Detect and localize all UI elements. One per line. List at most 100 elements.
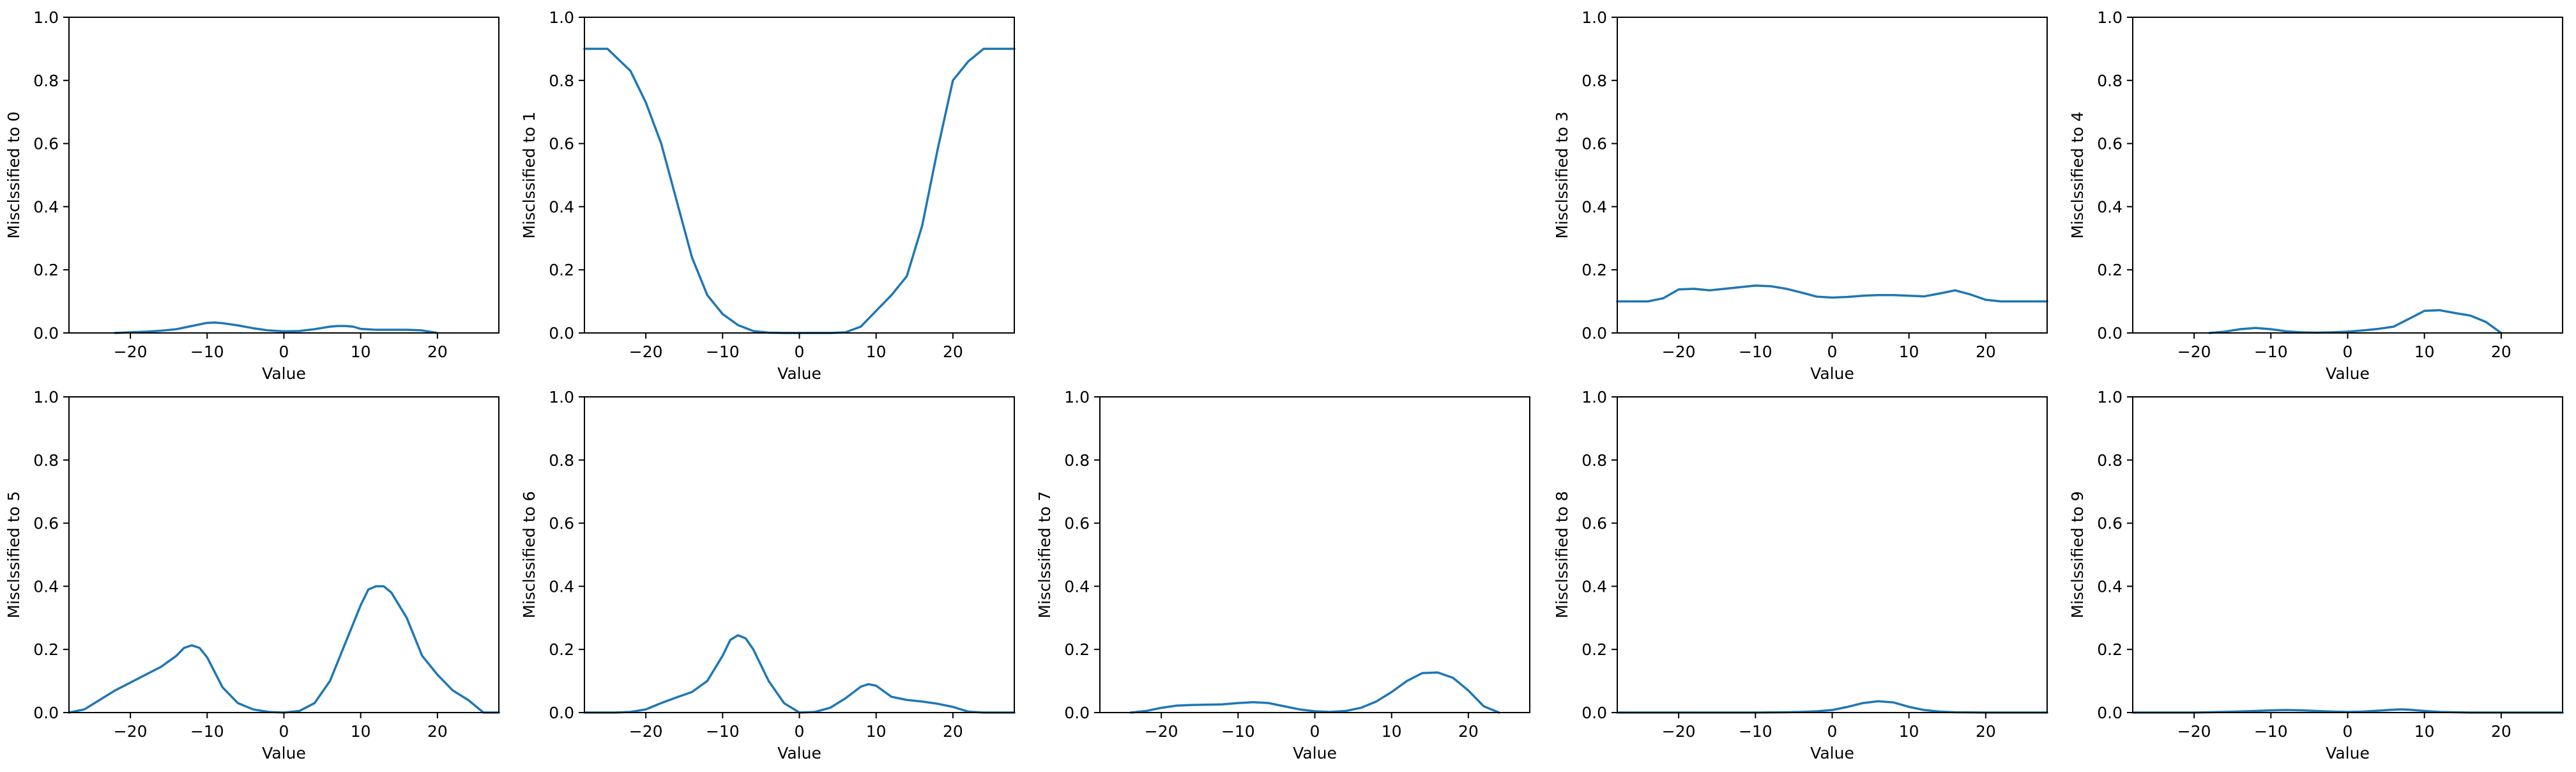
- x-tick-label: 20: [1976, 343, 1996, 361]
- y-tick-label: 0.6: [2097, 135, 2123, 153]
- x-tick-label: 0: [279, 343, 289, 361]
- y-axis-label: Misclssified to 1: [520, 111, 538, 238]
- y-tick-label: 0.4: [549, 197, 574, 216]
- x-tick-label: −20: [629, 722, 663, 741]
- y-tick-label: 1.0: [1581, 388, 1607, 406]
- axes-frame: [1617, 17, 2048, 334]
- x-tick-label: 0: [795, 722, 805, 741]
- series-line: [68, 585, 500, 714]
- subplot-5: 0.0 0.2 0.4 0.6 0.8 1.0 −20 −10 0 10 20 Value Miscls…: [4, 388, 500, 762]
- x-axis-label: Value: [1810, 364, 1854, 383]
- x-tick-label: −20: [629, 343, 663, 361]
- axes-frame: [584, 17, 1015, 334]
- y-tick-label: 0.6: [1581, 514, 1607, 533]
- y-axis-label: Misclssified to 7: [1035, 491, 1054, 618]
- y-axis-label: Misclssified to 0: [4, 111, 23, 238]
- y-tick-label: 0.6: [1064, 514, 1090, 533]
- series-line: [114, 321, 439, 334]
- y-tick-label: 0.6: [549, 514, 574, 533]
- y-axis-label: Misclssified to 3: [1553, 111, 1571, 238]
- y-tick-label: 1.0: [1064, 388, 1090, 406]
- y-tick-label: 0.4: [1581, 577, 1607, 596]
- axes-frame: [68, 17, 499, 334]
- y-tick-label: 0.2: [549, 261, 574, 279]
- x-tick-label: 0: [1310, 722, 1320, 741]
- x-tick-label: −10: [190, 722, 224, 741]
- subplot-7: 0.0 0.2 0.4 0.6 0.8 1.0 −20 −10 0 10 20 Value Miscls…: [1035, 388, 1530, 762]
- y-tick-label: 0.0: [1581, 704, 1607, 722]
- y-tick-label: 0.8: [33, 72, 59, 90]
- x-axis-label: Value: [777, 364, 821, 383]
- x-tick-label: 20: [1458, 722, 1479, 741]
- y-tick-label: 0.8: [1581, 451, 1607, 470]
- x-tick-label: −20: [114, 722, 148, 741]
- x-tick-label: −10: [1221, 722, 1255, 741]
- x-tick-label: −10: [2254, 343, 2288, 361]
- x-tick-label: 10: [351, 343, 371, 361]
- x-axis-label: Value: [262, 364, 306, 383]
- x-tick-label: 0: [279, 722, 289, 741]
- y-tick-label: 0.8: [549, 72, 574, 90]
- series-line: [2208, 309, 2503, 334]
- y-tick-label: 0.0: [33, 704, 59, 722]
- y-tick-label: 1.0: [2097, 8, 2123, 27]
- y-tick-label: 0.2: [1064, 640, 1090, 659]
- axes-frame: [2132, 396, 2563, 713]
- y-tick-label: 1.0: [2097, 388, 2123, 406]
- subplot-3: 0.0 0.2 0.4 0.6 0.8 1.0 −20 −10 0 10 20 Value Miscls…: [1553, 8, 2048, 383]
- x-tick-label: 0: [2343, 343, 2353, 361]
- x-tick-label: 0: [1827, 343, 1838, 361]
- x-tick-label: −20: [114, 343, 148, 361]
- y-tick-label: 1.0: [549, 8, 574, 27]
- subplot-8: 0.0 0.2 0.4 0.6 0.8 1.0 −20 −10 0 10 20 Value Miscls…: [1553, 388, 2048, 762]
- x-tick-label: 10: [351, 722, 371, 741]
- series-line: [1129, 671, 1500, 714]
- x-tick-label: 20: [427, 343, 448, 361]
- x-tick-label: −10: [706, 722, 740, 741]
- y-tick-label: 0.0: [2097, 324, 2123, 343]
- y-tick-label: 0.8: [549, 451, 574, 470]
- y-tick-label: 1.0: [33, 388, 59, 406]
- x-tick-label: −10: [2254, 722, 2288, 741]
- x-tick-label: −20: [2177, 343, 2211, 361]
- x-tick-label: 10: [1899, 343, 1919, 361]
- y-tick-label: 0.0: [1581, 324, 1607, 343]
- y-tick-label: 0.0: [1064, 704, 1090, 722]
- x-tick-label: 10: [2414, 722, 2435, 741]
- x-tick-label: 0: [795, 343, 805, 361]
- x-tick-label: 10: [866, 722, 887, 741]
- x-tick-label: 20: [427, 722, 448, 741]
- y-tick-label: 0.6: [33, 514, 59, 533]
- x-axis-label: Value: [2326, 744, 2370, 762]
- x-tick-label: 20: [2491, 343, 2511, 361]
- x-axis-label: Value: [262, 744, 306, 762]
- x-tick-label: −20: [1662, 343, 1696, 361]
- y-tick-label: 1.0: [1581, 8, 1607, 27]
- series-line: [1616, 700, 2048, 714]
- y-tick-label: 0.2: [2097, 261, 2123, 279]
- x-tick-label: 20: [943, 343, 963, 361]
- y-tick-label: 0.4: [549, 577, 574, 596]
- x-axis-label: Value: [1293, 744, 1337, 762]
- x-tick-label: 0: [1827, 722, 1838, 741]
- axes-frame: [584, 396, 1015, 713]
- x-tick-label: 20: [1976, 722, 1996, 741]
- y-tick-label: 0.2: [2097, 640, 2123, 659]
- x-axis-label: Value: [777, 744, 821, 762]
- y-axis-label: Misclssified to 4: [2068, 111, 2087, 238]
- y-axis-label: Misclssified to 5: [4, 491, 23, 618]
- subplot-4: 0.0 0.2 0.4 0.6 0.8 1.0 −20 −10 0 10 20 Value Miscls…: [2068, 8, 2563, 383]
- y-tick-label: 0.2: [33, 261, 59, 279]
- axes-frame: [1617, 396, 2048, 713]
- axes-frame: [1099, 396, 1530, 713]
- y-tick-label: 0.8: [1581, 72, 1607, 90]
- y-tick-label: 0.0: [2097, 704, 2123, 722]
- series-line: [2131, 708, 2564, 714]
- x-tick-label: 0: [2343, 722, 2353, 741]
- y-tick-label: 0.6: [1581, 135, 1607, 153]
- y-tick-label: 0.6: [549, 135, 574, 153]
- y-tick-label: 0.0: [549, 324, 574, 343]
- x-tick-label: 10: [866, 343, 887, 361]
- x-tick-label: 10: [2414, 343, 2435, 361]
